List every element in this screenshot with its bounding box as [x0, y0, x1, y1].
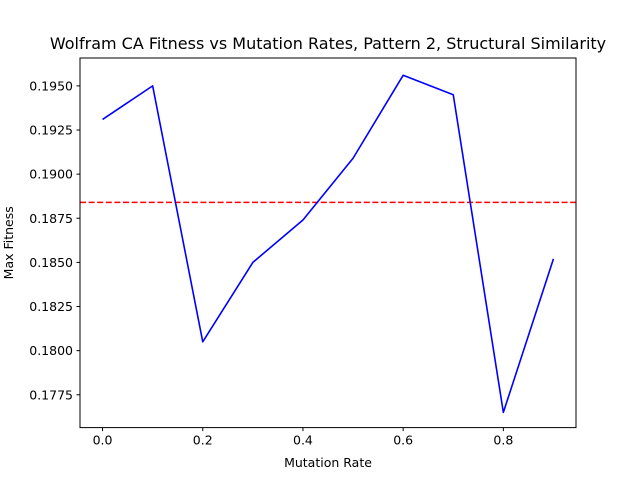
y-tick-label: 0.1900	[29, 167, 73, 182]
y-tick-label: 0.1950	[29, 78, 73, 93]
fitness-series-line	[102, 74, 555, 414]
plot-area	[80, 74, 576, 414]
y-tick-label: 0.1825	[29, 299, 73, 314]
x-tick-label: 0.8	[493, 433, 513, 448]
x-axis: 0.0 0.2 0.4 0.6 0.8	[93, 427, 513, 448]
y-tick-label: 0.1775	[29, 387, 73, 402]
x-tick-label: 0.2	[193, 433, 213, 448]
chart-title: Wolfram CA Fitness vs Mutation Rates, Pa…	[50, 34, 606, 53]
x-tick-label: 0.4	[293, 433, 313, 448]
y-tick-label: 0.1800	[29, 343, 73, 358]
x-axis-label: Mutation Rate	[284, 455, 372, 470]
y-axis-label: Max Fitness	[1, 206, 16, 279]
y-tick-label: 0.1875	[29, 211, 73, 226]
y-tick-label: 0.1925	[29, 123, 73, 138]
x-tick-label: 0.6	[393, 433, 413, 448]
y-axis: 0.1775 0.1800 0.1825 0.1850 0.1875 0.1900 0.19…	[29, 78, 80, 402]
x-tick-label: 0.0	[93, 433, 113, 448]
y-tick-label: 0.1850	[29, 255, 73, 270]
plot-frame	[79, 57, 577, 429]
